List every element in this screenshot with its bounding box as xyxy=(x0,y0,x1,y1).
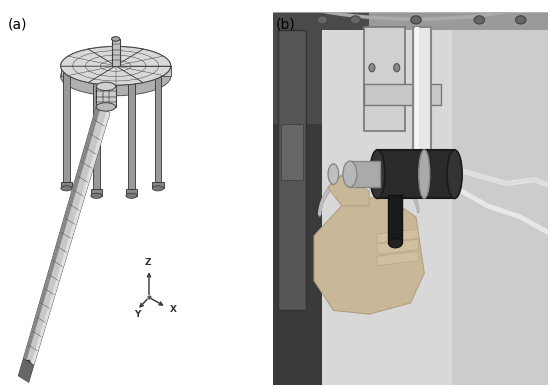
Bar xyxy=(415,26,419,150)
Text: X: X xyxy=(169,305,176,314)
Bar xyxy=(377,239,419,254)
Bar xyxy=(112,39,120,66)
Ellipse shape xyxy=(152,186,164,191)
Ellipse shape xyxy=(516,16,526,24)
Ellipse shape xyxy=(126,193,137,198)
Text: Z: Z xyxy=(144,258,151,267)
Polygon shape xyxy=(269,0,551,12)
Polygon shape xyxy=(18,359,34,382)
Polygon shape xyxy=(31,111,110,365)
Polygon shape xyxy=(23,105,101,361)
Bar xyxy=(452,30,548,385)
Ellipse shape xyxy=(96,82,116,91)
Bar xyxy=(364,84,441,105)
Text: (b): (b) xyxy=(276,17,295,31)
Ellipse shape xyxy=(410,16,422,24)
Bar xyxy=(377,150,455,198)
Ellipse shape xyxy=(343,161,357,187)
Bar xyxy=(350,161,380,187)
Ellipse shape xyxy=(474,16,485,24)
Bar xyxy=(96,86,116,107)
Bar xyxy=(377,251,419,266)
Bar xyxy=(273,12,369,124)
Polygon shape xyxy=(61,66,171,76)
Text: Y: Y xyxy=(134,310,141,319)
Bar xyxy=(91,189,102,196)
Bar xyxy=(61,182,72,188)
Ellipse shape xyxy=(350,16,360,24)
Ellipse shape xyxy=(23,360,30,376)
Bar xyxy=(155,69,161,182)
Bar xyxy=(281,124,303,180)
Ellipse shape xyxy=(112,37,120,41)
Text: (a): (a) xyxy=(8,17,28,31)
Bar xyxy=(126,189,137,196)
Ellipse shape xyxy=(317,16,328,24)
Bar xyxy=(413,26,431,150)
Ellipse shape xyxy=(447,150,462,198)
Ellipse shape xyxy=(388,238,402,248)
Ellipse shape xyxy=(61,57,171,96)
Polygon shape xyxy=(328,176,369,206)
Polygon shape xyxy=(23,105,110,365)
Bar xyxy=(278,30,306,310)
Bar xyxy=(128,81,135,189)
Bar xyxy=(93,81,100,189)
Ellipse shape xyxy=(61,186,72,191)
Ellipse shape xyxy=(369,63,375,72)
Bar xyxy=(388,194,402,243)
Ellipse shape xyxy=(328,164,338,184)
Bar xyxy=(63,69,70,182)
Ellipse shape xyxy=(91,193,102,198)
Bar xyxy=(364,26,405,131)
Bar xyxy=(377,229,419,243)
Ellipse shape xyxy=(419,150,430,198)
Polygon shape xyxy=(314,194,424,314)
Bar xyxy=(322,30,548,385)
Bar xyxy=(152,182,164,188)
Ellipse shape xyxy=(393,63,400,72)
Ellipse shape xyxy=(370,150,385,198)
Bar xyxy=(273,12,322,385)
Ellipse shape xyxy=(61,46,171,85)
Ellipse shape xyxy=(96,103,116,111)
